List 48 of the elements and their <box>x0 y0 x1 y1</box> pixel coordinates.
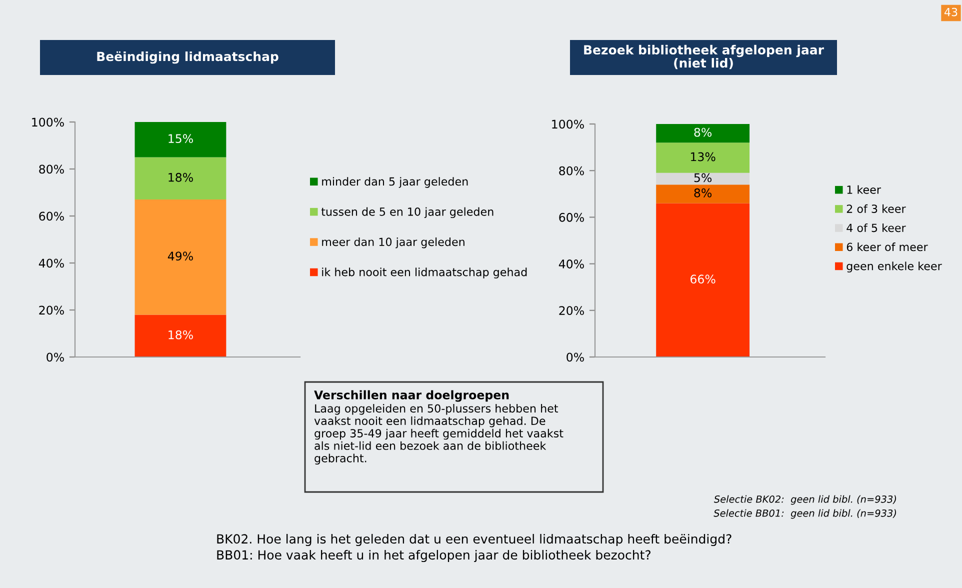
text: Selectie BK02: geen lid bibl. (n=933) <box>714 495 896 505</box>
y-tick-label: 100% <box>552 120 584 129</box>
legend-label: geen enkele keer <box>846 262 942 272</box>
y-tick-label: 40% <box>558 260 584 268</box>
legend-label: tussen de 5 en 10 jaar geleden <box>321 207 494 218</box>
chart-title: Bezoek bibliotheek afgelopen jaar (niet lid) <box>584 44 824 70</box>
y-tick-label: 80% <box>559 166 584 176</box>
legend-label: 4 of 5 keer <box>846 223 906 232</box>
data-label: 5% <box>694 173 712 182</box>
chart-title: Beëindiging lidmaatschap <box>97 51 278 64</box>
text: Verschillen naar doelgroepen <box>314 390 509 402</box>
text: BK02. Hoe lang is het geleden dat u een eventueel lidmaatschap heeft beëindigd? <box>217 534 732 546</box>
text: BB01: Hoe vaak heeft u in het afgelopen jaar de bibliotheek bezocht? <box>217 550 650 562</box>
data-label: 66% <box>690 274 716 284</box>
data-label: 18% <box>168 172 193 182</box>
data-label: 13% <box>690 152 716 162</box>
y-tick-label: 0% <box>566 352 584 362</box>
bar <box>656 184 750 204</box>
bar <box>134 157 226 200</box>
y-tick-label: 0% <box>46 352 64 362</box>
data-label: 15% <box>168 134 193 144</box>
text: Selectie BB01: geen lid bibl. (n=933) <box>714 509 896 519</box>
bar <box>134 200 226 315</box>
y-tick-label: 20% <box>39 306 64 315</box>
y-tick-label: 60% <box>559 212 584 222</box>
bar <box>656 172 750 185</box>
bar <box>656 142 750 173</box>
legend-label: minder dan 5 jaar geleden <box>322 177 468 188</box>
bar <box>656 203 750 357</box>
y-tick-label: 20% <box>559 306 584 316</box>
legend-label: ik heb nooit een lidmaatschap gehad <box>322 268 527 278</box>
bar <box>656 124 750 143</box>
legend-label: meer dan 10 jaar geleden <box>322 237 464 248</box>
data-label: 8% <box>694 128 712 137</box>
y-tick-label: 40% <box>38 258 64 268</box>
data-label: 49% <box>168 252 193 261</box>
y-tick-label: 60% <box>39 212 64 221</box>
bar <box>134 314 226 357</box>
bar <box>134 122 226 158</box>
text: Laag opgeleiden en 50-plussers hebben het vaakst nooit een lidmaatschap gehad. De groep 35-49 jaar heeft gemiddeld het vaakst als niet-lid een bezoek aan de bibliotheek gebracht. <box>314 404 564 465</box>
y-tick-label: 100% <box>32 118 64 127</box>
text: 43 <box>944 8 958 16</box>
data-label: 8% <box>694 188 712 198</box>
legend-label: 2 of 3 keer <box>846 204 906 213</box>
data-label: 18% <box>168 330 193 340</box>
legend-label: 6 keer of meer <box>846 242 928 252</box>
y-tick-label: 80% <box>39 164 64 174</box>
legend-label: 1 keer <box>847 185 881 194</box>
